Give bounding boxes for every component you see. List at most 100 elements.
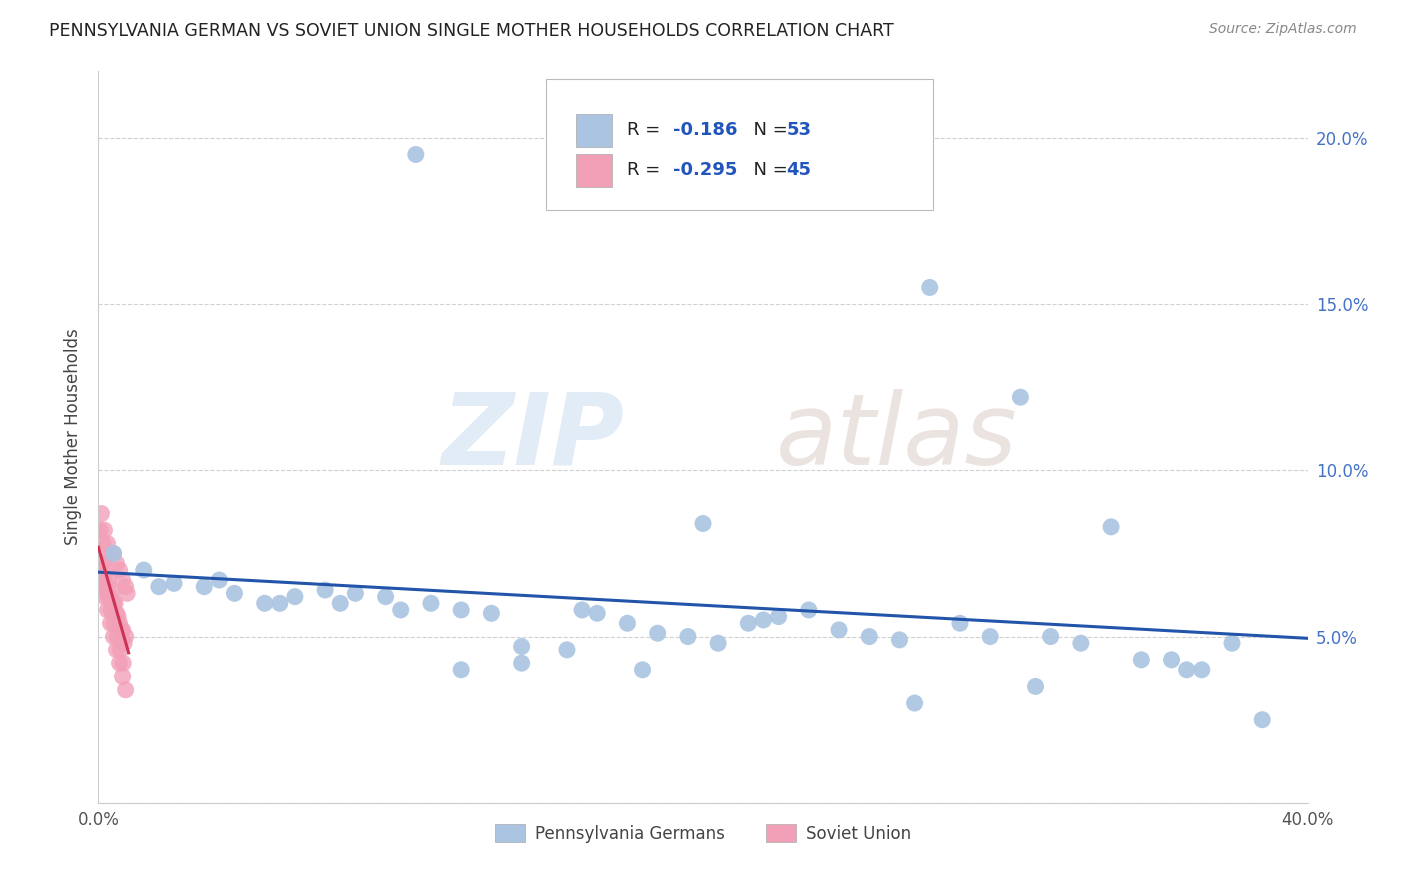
Point xyxy=(889,632,911,647)
Point xyxy=(90,557,112,571)
Point xyxy=(284,590,307,604)
Point xyxy=(1010,390,1032,404)
FancyBboxPatch shape xyxy=(546,78,932,211)
Point xyxy=(269,596,291,610)
Legend: Pennsylvania Germans, Soviet Union: Pennsylvania Germans, Soviet Union xyxy=(488,818,918,849)
Point xyxy=(103,546,125,560)
FancyBboxPatch shape xyxy=(576,153,613,186)
Point xyxy=(918,280,941,294)
Point xyxy=(93,523,115,537)
Point xyxy=(100,616,122,631)
Point xyxy=(586,607,609,621)
Text: -0.295: -0.295 xyxy=(673,161,737,179)
Point xyxy=(105,607,128,621)
Point xyxy=(93,570,115,584)
Point xyxy=(103,630,125,644)
Text: N =: N = xyxy=(742,161,793,179)
Text: R =: R = xyxy=(627,121,666,139)
Point xyxy=(100,590,122,604)
Point xyxy=(101,582,124,597)
Text: Source: ZipAtlas.com: Source: ZipAtlas.com xyxy=(1209,22,1357,37)
Point xyxy=(1220,636,1243,650)
Point xyxy=(647,626,669,640)
Point xyxy=(105,643,128,657)
Point xyxy=(100,546,122,560)
FancyBboxPatch shape xyxy=(576,114,613,147)
Point xyxy=(1070,636,1092,650)
Point xyxy=(1024,680,1046,694)
Point xyxy=(108,656,131,670)
Text: N =: N = xyxy=(742,121,793,139)
Point xyxy=(949,616,972,631)
Point xyxy=(1175,663,1198,677)
Point xyxy=(631,663,654,677)
Point xyxy=(107,609,129,624)
Point xyxy=(692,516,714,531)
Point xyxy=(904,696,927,710)
Point xyxy=(114,580,136,594)
Point xyxy=(707,636,730,650)
Point xyxy=(1130,653,1153,667)
Text: PENNSYLVANIA GERMAN VS SOVIET UNION SINGLE MOTHER HOUSEHOLDS CORRELATION CHART: PENNSYLVANIA GERMAN VS SOVIET UNION SING… xyxy=(49,22,894,40)
Point xyxy=(111,669,134,683)
Point xyxy=(676,630,699,644)
Point xyxy=(108,616,131,631)
Point xyxy=(979,630,1001,644)
Point xyxy=(110,623,132,637)
Point xyxy=(329,596,352,610)
Text: atlas: atlas xyxy=(776,389,1017,485)
Text: 53: 53 xyxy=(786,121,811,139)
Point xyxy=(510,640,533,654)
Point xyxy=(555,643,578,657)
Point xyxy=(1099,520,1122,534)
Point xyxy=(94,553,117,567)
Text: R =: R = xyxy=(627,161,666,179)
Point xyxy=(89,523,111,537)
Point xyxy=(148,580,170,594)
Point xyxy=(193,580,215,594)
Point xyxy=(450,603,472,617)
Point xyxy=(405,147,427,161)
Point xyxy=(114,630,136,644)
Point xyxy=(90,507,112,521)
Point xyxy=(752,613,775,627)
Y-axis label: Single Mother Households: Single Mother Households xyxy=(65,329,83,545)
Point xyxy=(96,580,118,594)
Point xyxy=(858,630,880,644)
Point xyxy=(112,656,135,670)
Point xyxy=(112,636,135,650)
Point xyxy=(224,586,246,600)
Point xyxy=(1160,653,1182,667)
Point xyxy=(104,596,127,610)
Point xyxy=(103,616,125,631)
Point xyxy=(96,536,118,550)
Point xyxy=(115,586,138,600)
Point xyxy=(768,609,790,624)
Text: ZIP: ZIP xyxy=(441,389,624,485)
Point xyxy=(111,573,134,587)
Point xyxy=(374,590,396,604)
Point xyxy=(510,656,533,670)
Point xyxy=(103,546,125,560)
Point xyxy=(737,616,759,631)
Point xyxy=(108,643,131,657)
Point xyxy=(111,623,134,637)
Point xyxy=(97,590,120,604)
Point xyxy=(828,623,851,637)
Point xyxy=(132,563,155,577)
Point xyxy=(1039,630,1062,644)
Point xyxy=(103,596,125,610)
Point xyxy=(389,603,412,617)
Point xyxy=(163,576,186,591)
Point xyxy=(105,630,128,644)
Point xyxy=(98,570,121,584)
Point xyxy=(1251,713,1274,727)
Point xyxy=(91,536,114,550)
Point xyxy=(93,590,115,604)
Point xyxy=(114,682,136,697)
Point xyxy=(1191,663,1213,677)
Point xyxy=(797,603,820,617)
Point xyxy=(420,596,443,610)
Point xyxy=(481,607,503,621)
Point xyxy=(344,586,367,600)
